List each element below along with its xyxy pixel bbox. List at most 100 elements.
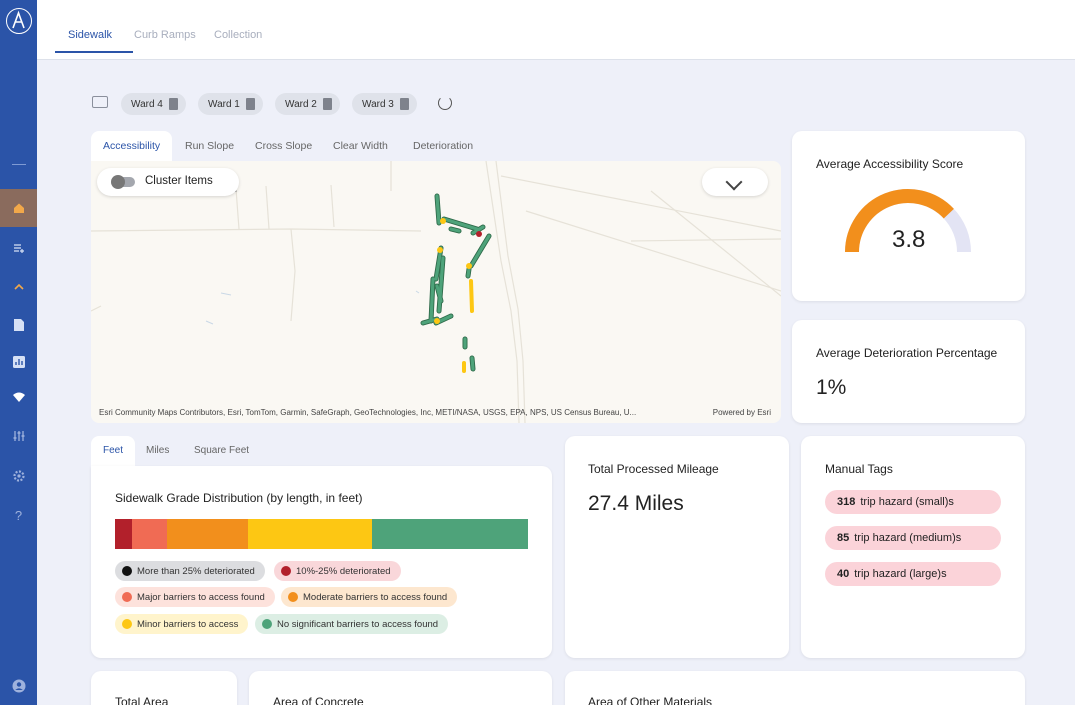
- other-materials-card: [565, 671, 1025, 705]
- chevron-up-icon: [13, 283, 24, 290]
- trash-icon[interactable]: [400, 98, 409, 110]
- trash-icon[interactable]: [323, 98, 332, 110]
- sidebar-item-reports[interactable]: [0, 306, 37, 344]
- help-icon: ?: [14, 507, 23, 523]
- sliders-icon: [13, 431, 24, 441]
- sidebar-item-help[interactable]: ?: [0, 496, 37, 534]
- legend-dot: [122, 619, 132, 629]
- sidebar-item-collapse[interactable]: [0, 268, 37, 306]
- map-base-layer: d: [91, 161, 781, 423]
- mileage-card: [565, 436, 789, 658]
- accessibility-gauge: [845, 189, 971, 253]
- manual-tags-title: Manual Tags: [825, 462, 893, 476]
- legend-more-than-25-deteriorated: More than 25% deteriorated: [115, 561, 265, 581]
- toggle-switch[interactable]: [111, 175, 135, 189]
- sidebar-item-signal[interactable]: [0, 378, 37, 416]
- edit-icon: [725, 173, 743, 191]
- filter-chip-ward-1[interactable]: Ward 1: [198, 93, 263, 115]
- grade-bar-segment-4[interactable]: [371, 519, 528, 549]
- edit-map-button[interactable]: [702, 168, 768, 196]
- grade-bar-segment-0[interactable]: [115, 519, 132, 549]
- list-add-icon: [13, 244, 24, 253]
- sidebar-item-adjustments[interactable]: [0, 417, 37, 455]
- legend-moderate-barriers: Moderate barriers to access found: [281, 587, 458, 607]
- chart-icon: [12, 356, 25, 368]
- sidebar-item-settings[interactable]: [0, 457, 37, 495]
- sidebar-item-list[interactable]: [0, 229, 37, 267]
- legend-no-significant-barriers: No significant barriers to access found: [255, 614, 449, 634]
- refresh-icon[interactable]: [438, 96, 452, 110]
- tag-count: 85: [837, 532, 850, 544]
- tag-label: trip hazard (small)s: [860, 496, 954, 508]
- tag-count: 318: [837, 496, 856, 508]
- legend-label: Moderate barriers to access found: [303, 591, 448, 603]
- concrete-area-title: Area of Concrete: [273, 695, 364, 705]
- grade-bar-segment-1[interactable]: [131, 519, 168, 549]
- accessibility-score-card: [792, 131, 1025, 301]
- map-tab-accessibility[interactable]: Accessibility: [103, 140, 161, 152]
- trash-icon[interactable]: [246, 98, 255, 110]
- map-view[interactable]: d Cluster Items E: [91, 161, 781, 423]
- legend-10-25-deteriorated: 10%-25% deteriorated: [274, 561, 401, 581]
- map-layer-tabs: Accessibility Run Slope Cross Slope Clea…: [91, 131, 781, 161]
- grade-distribution-title: Sidewalk Grade Distribution (by length, …: [115, 491, 363, 505]
- accessibility-score-value: 3.8: [892, 226, 926, 253]
- grade-distribution-bar: [115, 519, 528, 549]
- sidebar-item-home[interactable]: [0, 189, 37, 227]
- map-tab-deterioration[interactable]: Deterioration: [413, 140, 474, 152]
- units-tab-square-feet[interactable]: Square Feet: [194, 445, 250, 456]
- trash-icon[interactable]: [169, 98, 178, 110]
- accessibility-score-title: Average Accessibility Score: [816, 157, 964, 171]
- units-tab-miles[interactable]: Miles: [146, 445, 170, 456]
- legend-dot: [122, 592, 132, 602]
- map-attribution: Esri Community Maps Contributors, Esri, …: [99, 408, 637, 417]
- tab-collection[interactable]: Collection: [214, 29, 263, 41]
- active-tab-indicator: [55, 51, 133, 53]
- gauge-fill: [845, 189, 954, 253]
- concrete-area-card: [249, 671, 552, 705]
- tab-sidewalk[interactable]: Sidewalk: [68, 29, 113, 41]
- active-map-tab-bg: [91, 131, 172, 161]
- tag-label: trip hazard (medium)s: [854, 532, 962, 544]
- legend-minor-barriers: Minor barriers to access: [115, 614, 249, 634]
- signal-icon: [12, 392, 25, 402]
- total-area-card: [91, 671, 237, 705]
- legend-label: 10%-25% deteriorated: [296, 565, 391, 577]
- chip-label: Ward 1: [208, 98, 240, 110]
- deterioration-card: [792, 320, 1025, 423]
- tag-trip-hazard-small[interactable]: 318 trip hazard (small)s: [825, 490, 1001, 514]
- filter-chip-ward-4[interactable]: Ward 4: [121, 93, 186, 115]
- app-logo-icon[interactable]: [6, 8, 32, 34]
- legend-dot: [262, 619, 272, 629]
- filter-chip-ward-2[interactable]: Ward 2: [275, 93, 340, 115]
- powered-by-esri[interactable]: Powered by Esri: [712, 408, 771, 417]
- mileage-title: Total Processed Mileage: [588, 462, 719, 476]
- grade-bar-segment-2[interactable]: [167, 519, 248, 549]
- sidebar-item-account[interactable]: [0, 667, 37, 705]
- tag-trip-hazard-medium[interactable]: 85 trip hazard (medium)s: [825, 526, 1001, 550]
- folder-icon[interactable]: [92, 96, 108, 108]
- user-icon: [12, 679, 25, 693]
- cluster-items-toggle[interactable]: Cluster Items: [97, 168, 239, 196]
- units-tab-feet[interactable]: Feet: [103, 445, 124, 456]
- legend-major-barriers: Major barriers to access found: [115, 587, 275, 607]
- grade-bar-segment-3[interactable]: [247, 519, 372, 549]
- top-tab-bar: Sidewalk Curb Ramps Collection: [37, 0, 1075, 60]
- tag-trip-hazard-large[interactable]: 40 trip hazard (large)s: [825, 562, 1001, 586]
- legend-label: Major barriers to access found: [137, 591, 265, 603]
- map-tab-clear-width[interactable]: Clear Width: [333, 140, 388, 152]
- mileage-value: 27.4 Miles: [588, 492, 684, 515]
- map-tab-cross-slope[interactable]: Cross Slope: [255, 140, 313, 152]
- sidebar: ?: [0, 0, 37, 705]
- map-tab-run-slope[interactable]: Run Slope: [185, 140, 235, 152]
- chip-label: Ward 2: [285, 98, 317, 110]
- sidebar-item-analytics[interactable]: [0, 343, 37, 381]
- sidebar-divider: [12, 164, 26, 165]
- tag-count: 40: [837, 568, 850, 580]
- filter-chip-ward-3[interactable]: Ward 3: [352, 93, 417, 115]
- deterioration-title: Average Deterioration Percentage: [816, 346, 998, 360]
- tag-label: trip hazard (large)s: [854, 568, 947, 580]
- tab-curb-ramps[interactable]: Curb Ramps: [134, 29, 196, 41]
- legend-label: No significant barriers to access found: [277, 618, 439, 630]
- total-area-title: Total Area: [115, 695, 169, 705]
